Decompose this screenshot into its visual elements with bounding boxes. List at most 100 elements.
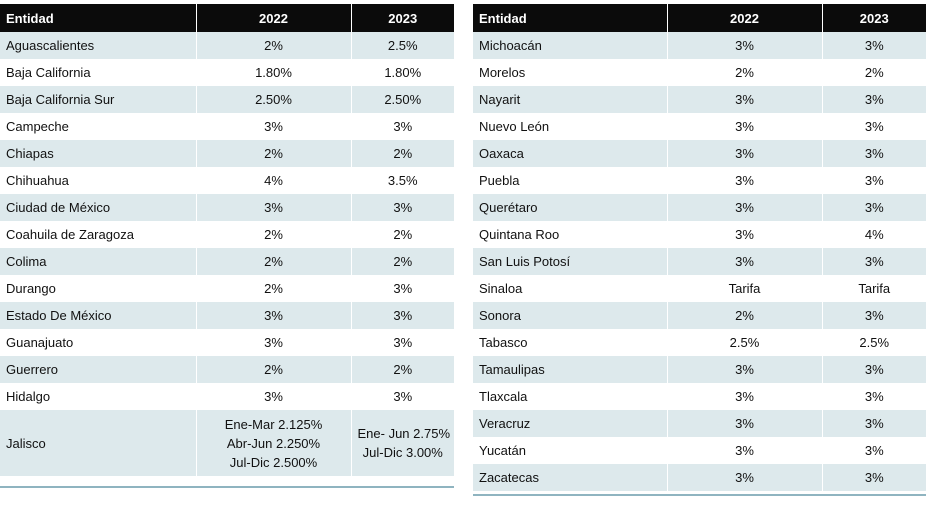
cell-2023: 3% bbox=[822, 302, 926, 329]
rate-period-line: Jul-Dic 2.500% bbox=[229, 454, 318, 470]
cell-2022: Tarifa bbox=[667, 275, 823, 302]
cell-2023: 3% bbox=[822, 464, 926, 491]
cell-2022: 2% bbox=[196, 32, 352, 59]
cell-2022: 2% bbox=[196, 140, 352, 167]
table-row: Guerrero 2% 2% bbox=[0, 356, 454, 383]
cell-2022: 2% bbox=[667, 302, 823, 329]
cell-2022: 3% bbox=[667, 383, 823, 410]
cell-2022: 3% bbox=[196, 194, 352, 221]
cell-2022: 2.5% bbox=[667, 329, 823, 356]
cell-entidad: Nayarit bbox=[473, 86, 668, 113]
cell-entidad: Aguascalientes bbox=[0, 32, 197, 59]
header-entidad: Entidad bbox=[0, 4, 197, 32]
cell-2023: 1.80% bbox=[384, 65, 422, 80]
cell-2023: 2% bbox=[351, 140, 454, 167]
cell-2022: Ene-Mar 2.125% Abr-Jun 2.250% Jul-Dic 2.50… bbox=[196, 410, 352, 476]
cell-2023: 3% bbox=[822, 140, 926, 167]
table-row: Estado De México 3% 3% bbox=[0, 302, 454, 329]
table-row: Hidalgo 3% 3% bbox=[0, 383, 454, 410]
cell-2023: 3% bbox=[864, 389, 884, 404]
table-row: Durango 2% 3% bbox=[0, 275, 454, 302]
cell-entidad: Morelos bbox=[473, 59, 668, 86]
cell-2022: 1.80% bbox=[196, 59, 352, 86]
cell-2023: 3% bbox=[822, 86, 926, 113]
table-row: Oaxaca 3% 3% bbox=[473, 140, 926, 167]
cell-entidad: Michoacán bbox=[473, 32, 668, 59]
cell-entidad: San Luis Potosí bbox=[473, 248, 668, 275]
table-row: Nayarit 3% 3% bbox=[473, 86, 926, 113]
cell-entidad: Coahuila de Zaragoza bbox=[0, 221, 197, 248]
table-row: Sonora 2% 3% bbox=[473, 302, 926, 329]
cell-2022: 3% bbox=[196, 329, 352, 356]
cell-2022: 2.50% bbox=[196, 86, 352, 113]
cell-entidad: Veracruz bbox=[473, 410, 668, 437]
cell-2023: 3% bbox=[822, 410, 926, 437]
cell-2023: 3% bbox=[393, 281, 413, 296]
cell-entidad: Baja California Sur bbox=[0, 86, 197, 113]
cell-2022: 2% bbox=[667, 59, 823, 86]
cell-2023: Ene- Jun 2.75% Jul-Dic 3.00% bbox=[351, 410, 454, 476]
cell-entidad: Puebla bbox=[473, 167, 668, 194]
cell-2023: 3% bbox=[393, 335, 413, 350]
table-row: Chihuahua 4% 3.5% bbox=[0, 167, 454, 194]
cell-entidad: Tamaulipas bbox=[473, 356, 668, 383]
cell-entidad: Quintana Roo bbox=[473, 221, 668, 248]
cell-2023: 2.5% bbox=[859, 335, 890, 350]
table-row: Tlaxcala 3% 3% bbox=[473, 383, 926, 410]
cell-2022: 3% bbox=[667, 356, 823, 383]
table-row: Tabasco 2.5% 2.5% bbox=[473, 329, 926, 356]
cell-entidad: Yucatán bbox=[473, 437, 668, 464]
table-header-row: Entidad 2022 2023 bbox=[0, 4, 454, 32]
cell-entidad: Colima bbox=[0, 248, 197, 275]
table-row: Baja California 1.80% 1.80% bbox=[0, 59, 454, 86]
table-row: Quintana Roo 3% 4% bbox=[473, 221, 926, 248]
cell-2022: 3% bbox=[667, 140, 823, 167]
cell-2022: 3% bbox=[667, 32, 823, 59]
cell-2023: 3.5% bbox=[387, 173, 418, 188]
cell-2023: 4% bbox=[864, 227, 884, 242]
table-row: Campeche 3% 3% bbox=[0, 113, 454, 140]
cell-2023: 3% bbox=[864, 173, 884, 188]
header-2022: 2022 bbox=[196, 4, 352, 32]
rate-period-line: Ene- Jun 2.75% bbox=[357, 426, 451, 441]
cell-2022: 4% bbox=[196, 167, 352, 194]
table-row: Zacatecas 3% 3% bbox=[473, 464, 926, 491]
cell-2022: 2% bbox=[196, 356, 352, 383]
cell-entidad: Nuevo León bbox=[473, 113, 668, 140]
cell-2023: 3% bbox=[864, 443, 884, 458]
rate-period-line: Ene-Mar 2.125% bbox=[224, 416, 323, 432]
cell-2022: 3% bbox=[667, 113, 823, 140]
table-row: Coahuila de Zaragoza 2% 2% bbox=[0, 221, 454, 248]
cell-2022: 3% bbox=[196, 302, 352, 329]
cell-2023: 3% bbox=[822, 32, 926, 59]
cell-2023: Tarifa bbox=[858, 281, 891, 296]
header-2022: 2022 bbox=[667, 4, 823, 32]
table-row: Sinaloa Tarifa Tarifa bbox=[473, 275, 926, 302]
cell-2022: 3% bbox=[667, 194, 823, 221]
cell-entidad: Tlaxcala bbox=[473, 383, 668, 410]
table-row: Ciudad de México 3% 3% bbox=[0, 194, 454, 221]
cell-entidad: Oaxaca bbox=[473, 140, 668, 167]
table-header-row: Entidad 2022 2023 bbox=[473, 4, 926, 32]
cell-entidad: Baja California bbox=[0, 59, 197, 86]
table-body-left: Aguascalientes 2% 2.5% Baja California 1.80%… bbox=[0, 32, 454, 476]
cell-entidad: Tabasco bbox=[473, 329, 668, 356]
table-row: Guanajuato 3% 3% bbox=[0, 329, 454, 356]
cell-entidad: Chihuahua bbox=[0, 167, 197, 194]
cell-entidad: Ciudad de México bbox=[0, 194, 197, 221]
table-row: Tamaulipas 3% 3% bbox=[473, 356, 926, 383]
cell-2023: 3% bbox=[822, 248, 926, 275]
rate-period-line: Jul-Dic 3.00% bbox=[362, 445, 443, 460]
cell-2023: 2.50% bbox=[351, 86, 454, 113]
cell-2022: 3% bbox=[667, 167, 823, 194]
cell-entidad: Estado De México bbox=[0, 302, 197, 329]
cell-2023: 2% bbox=[351, 356, 454, 383]
table-row: Nuevo León 3% 3% bbox=[473, 113, 926, 140]
table-right-bottom-rule bbox=[473, 494, 926, 496]
cell-entidad: Jalisco bbox=[0, 410, 197, 476]
cell-entidad: Guanajuato bbox=[0, 329, 197, 356]
cell-2022: 3% bbox=[667, 464, 823, 491]
table-row: San Luis Potosí 3% 3% bbox=[473, 248, 926, 275]
cell-2022: 3% bbox=[196, 113, 352, 140]
cell-2023: 3% bbox=[822, 356, 926, 383]
